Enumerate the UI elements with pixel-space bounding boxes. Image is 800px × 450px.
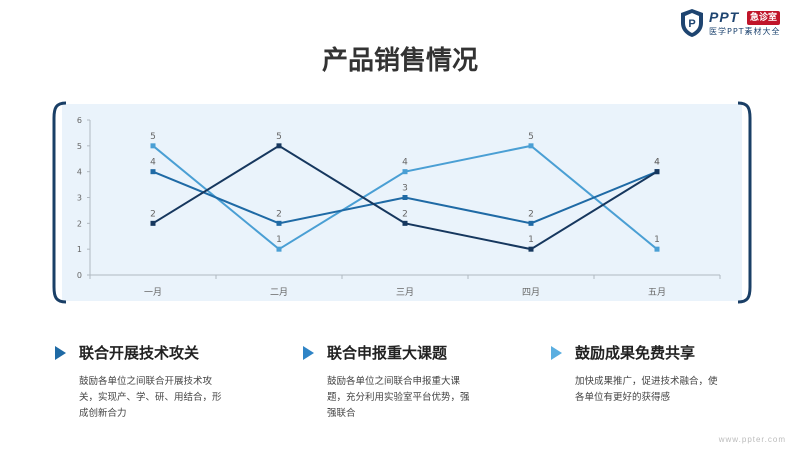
data-label: 4 xyxy=(654,158,660,168)
x-tick-label: 一月 xyxy=(144,287,162,298)
data-point xyxy=(276,143,282,149)
data-label: 5 xyxy=(528,132,534,142)
data-label: 4 xyxy=(402,158,408,168)
y-tick-label: 6 xyxy=(77,116,82,125)
data-label: 2 xyxy=(528,209,534,219)
data-label: 1 xyxy=(276,235,282,245)
data-point xyxy=(654,246,660,252)
data-point xyxy=(528,143,534,149)
data-point xyxy=(276,220,282,226)
chart-frame xyxy=(52,101,752,304)
data-label: 2 xyxy=(150,209,156,219)
page-title: 产品销售情况 xyxy=(321,46,478,76)
data-label: 4 xyxy=(150,158,156,168)
y-tick-label: 1 xyxy=(77,245,82,254)
data-label: 5 xyxy=(150,132,156,142)
y-tick-label: 3 xyxy=(77,194,82,203)
feature-heading: 联合申报重大课题 xyxy=(327,344,448,362)
x-tick-label: 四月 xyxy=(522,287,540,298)
y-tick-label: 0 xyxy=(77,271,82,280)
data-label: 2 xyxy=(276,209,282,219)
x-tick-label: 二月 xyxy=(270,287,288,298)
feature-body: 鼓励各单位之间联合开展技术攻关，实现产、学、研、用结合，形成创新合力 xyxy=(79,376,222,419)
svg-text:P: P xyxy=(688,18,695,30)
feature-heading: 鼓励成果免费共享 xyxy=(575,344,696,362)
chevron-right-icon xyxy=(303,346,314,360)
data-point xyxy=(402,169,408,175)
data-label: 5 xyxy=(276,132,282,142)
chart-panel: 0 1 2 3 4 5 6 一月 二月 三月 四月 五月 5 1 4 5 1 4 2 3 2 4 2 5 2 1 4 xyxy=(52,100,752,305)
y-tick-label: 4 xyxy=(77,168,82,177)
logo-tag: 急诊室 xyxy=(747,11,781,25)
y-tick-label: 2 xyxy=(77,219,82,228)
x-tick-label: 五月 xyxy=(648,287,666,298)
data-label: 1 xyxy=(654,235,660,245)
chart-background xyxy=(62,104,742,301)
data-label: 1 xyxy=(528,235,534,245)
data-point xyxy=(654,169,660,175)
footer-url: www.ppter.com xyxy=(718,435,786,444)
data-point xyxy=(528,246,534,252)
shield-icon: P xyxy=(681,9,703,37)
data-point xyxy=(402,220,408,226)
data-label: 2 xyxy=(402,209,408,219)
data-point xyxy=(150,143,156,149)
feature-heading: 联合开展技术攻关 xyxy=(79,344,200,362)
chevron-right-icon xyxy=(551,346,562,360)
data-point xyxy=(276,246,282,252)
y-tick-label: 5 xyxy=(77,142,82,151)
feature-body: 加快成果推广，促进技术融合，使各单位有更好的获得感 xyxy=(575,376,718,403)
logo: P PPT 急诊室 医学PPT素材大全 xyxy=(679,8,794,38)
logo-subtitle: 医学PPT素材大全 xyxy=(709,27,781,36)
data-point xyxy=(150,220,156,226)
feature-body: 鼓励各单位之间联合申报重大课题，充分利用实验室平台优势，强强联合 xyxy=(327,376,470,419)
data-point xyxy=(402,195,408,200)
logo-brand: PPT xyxy=(709,9,740,25)
data-point xyxy=(150,169,156,175)
data-label: 3 xyxy=(402,184,408,194)
chevron-right-icon xyxy=(55,346,66,360)
data-point xyxy=(528,220,534,226)
data-label: 4 xyxy=(654,158,660,168)
x-tick-label: 三月 xyxy=(396,287,414,298)
